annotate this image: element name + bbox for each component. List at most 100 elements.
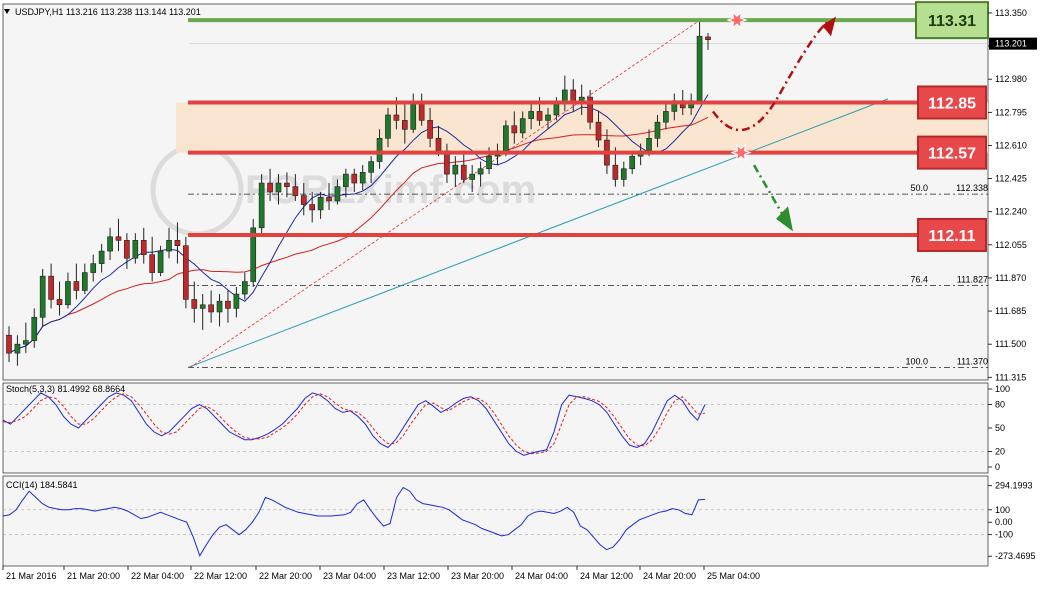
stoch-panel: Stoch(5,3,3) 81.4992 68.8664 100 80 50 20 0 (2, 384, 1010, 472)
level-badge (917, 85, 987, 120)
triangle-down-icon[interactable] (4, 9, 10, 14)
candle-body (486, 155, 492, 170)
fib-level-label: 100.0 (905, 356, 928, 366)
candle-body (300, 195, 307, 205)
cci-y-tick-label: 294.1993 (995, 481, 1033, 491)
candle-body (705, 36, 711, 40)
level-badge (915, 1, 989, 40)
candle-body (477, 168, 484, 175)
candle-body (149, 254, 155, 273)
candle-body (81, 272, 88, 291)
candle-body (115, 236, 122, 241)
candle-body (343, 173, 349, 187)
stoch-signal-line (2, 393, 706, 455)
candle-body (528, 111, 534, 119)
candle-body (696, 35, 703, 101)
candle-body (183, 245, 189, 300)
candle-body (410, 102, 417, 130)
candle-body (267, 182, 273, 193)
cci-plot-area (2, 475, 989, 567)
scenario-up-arrow (711, 20, 829, 132)
cci-title: CCI(14) 184.5841 (6, 480, 78, 490)
break-marker-icon (730, 143, 752, 162)
main-plot-area (2, 3, 989, 381)
candle-body (401, 120, 408, 130)
candle-body (511, 125, 518, 134)
candle-body (157, 250, 164, 273)
fib-value-label: 111.827 (957, 275, 988, 285)
level-badge (917, 217, 987, 252)
cci-y-tick-label: -273.4695 (995, 551, 1036, 561)
candle-body (595, 121, 602, 141)
candle-body (452, 164, 459, 175)
x-tick-label: 21 Mar 20:00 (67, 571, 120, 581)
candle-body (23, 340, 29, 345)
stoch-title: Stoch(5,3,3) 81.4992 68.8664 (6, 384, 125, 394)
candle-body (191, 299, 198, 309)
candle-body (14, 343, 21, 354)
candle-body (654, 121, 661, 139)
candle-body (284, 182, 290, 187)
candle-body (317, 197, 324, 211)
candle-body (39, 275, 46, 318)
level-badge (917, 135, 987, 170)
candle-body (292, 186, 299, 196)
x-tick-label: 24 Mar 04:00 (515, 571, 568, 581)
y-tick-label: 111.685 (995, 306, 1026, 316)
candle-body (427, 120, 433, 139)
x-tick-label: 22 Mar 04:00 (131, 571, 184, 581)
scenario-down-arrow (752, 164, 785, 216)
candle-body (376, 137, 383, 162)
candle-body (241, 281, 248, 295)
cci-y-tick-label: -100 (995, 530, 1013, 540)
cci-y-tick-label: 100 (995, 505, 1010, 515)
stoch-y-tick-label: 20 (995, 446, 1005, 456)
arrow-up-head-icon (822, 16, 836, 37)
arrow-down-head-icon (776, 206, 793, 232)
stoch-main-line (2, 392, 706, 456)
candle-body (56, 299, 63, 306)
x-tick-label: 23 Mar 12:00 (387, 571, 440, 581)
y-tick-label: 111.500 (995, 339, 1026, 349)
candle-body (275, 182, 282, 193)
y-tick-label: 111.315 (995, 372, 1026, 382)
stoch-plot-area (2, 382, 989, 474)
candle-body (199, 304, 206, 309)
candle-body (216, 300, 223, 313)
stoch-y-tick-label: 80 (995, 400, 1005, 410)
candle-body (519, 118, 526, 134)
candle-body (258, 182, 265, 229)
candle-body (73, 281, 80, 291)
level-label: 112.11 (928, 228, 975, 245)
candle-body (368, 161, 374, 173)
stoch-y-tick-label: 100 (995, 384, 1010, 394)
fib-level-label: 50.0 (910, 183, 928, 193)
fib-value-label: 112.338 (956, 183, 988, 193)
x-tick-label: 25 Mar 04:00 (707, 571, 760, 581)
candle-body (6, 334, 12, 354)
candle-body (31, 317, 38, 341)
x-tick-label: 23 Mar 20:00 (451, 571, 504, 581)
candle-body (132, 240, 139, 259)
y-tick-label: 112.425 (995, 174, 1027, 184)
candle-body (48, 275, 54, 300)
x-tick-label: 21 Mar 2016 (6, 571, 57, 581)
candle-body (174, 240, 181, 247)
stoch-y-tick-label: 0 (995, 462, 1000, 472)
candle-body (351, 173, 358, 184)
ma-slow-line (8, 116, 709, 354)
cci-y-tick-label: 0.00 (995, 517, 1013, 527)
candle-body (233, 293, 240, 309)
x-tick-label: 22 Mar 20:00 (259, 571, 312, 581)
y-tick-label: 113.350 (995, 8, 1027, 18)
candle-body (663, 111, 669, 123)
level-label: 113.31 (928, 13, 976, 30)
watermark-text: FOREXimf.com (245, 168, 536, 212)
cci-panel: CCI(14) 184.5841 294.1993 100 0.00 -100 -273.… (2, 480, 1036, 561)
candle-body (166, 240, 172, 252)
candle-body (90, 263, 97, 273)
y-tick-label: 112.980 (995, 74, 1027, 84)
candle-body (612, 164, 619, 180)
